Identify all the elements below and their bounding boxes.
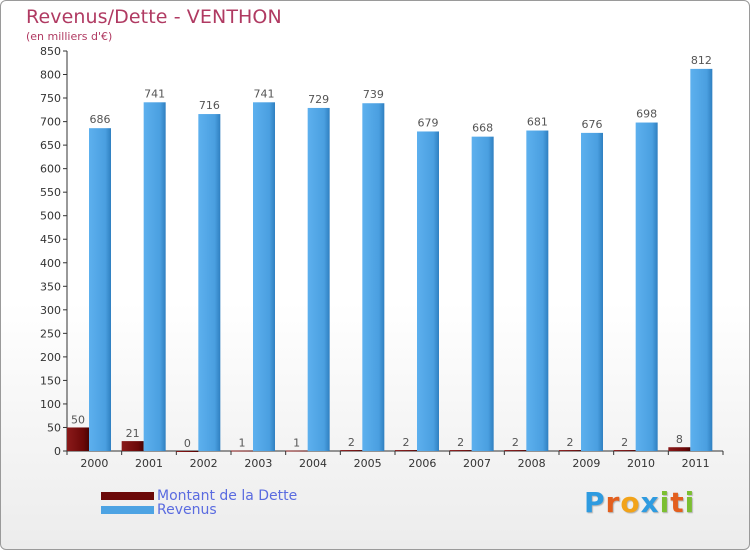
- data-label-revenus: 668: [472, 122, 493, 135]
- data-label-revenus: 729: [308, 93, 329, 106]
- y-tick-label: 500: [40, 210, 61, 223]
- y-tick-label: 450: [40, 233, 61, 246]
- y-tick-label: 50: [47, 421, 61, 434]
- bar-dette: [613, 450, 636, 452]
- bar-dette: [395, 450, 417, 452]
- x-tick-label: 2010: [627, 457, 655, 470]
- y-tick-label: 100: [40, 398, 61, 411]
- bar-dette: [340, 450, 363, 452]
- chart-subtitle: (en milliers d'€): [26, 30, 113, 43]
- data-label-dette: 1: [293, 437, 300, 450]
- data-label-revenus: 676: [582, 118, 603, 131]
- bar-dette: [559, 450, 581, 452]
- y-tick-label: 300: [40, 304, 61, 317]
- bar-dette: [121, 441, 144, 451]
- data-label-dette: 21: [126, 427, 140, 440]
- logo-letter: i: [659, 486, 671, 519]
- data-label-revenus: 686: [90, 113, 111, 126]
- y-tick-label: 350: [40, 280, 61, 293]
- bar-revenus: [198, 114, 221, 451]
- data-label-dette: 0: [184, 437, 191, 450]
- x-tick-label: 2009: [572, 457, 600, 470]
- bar-revenus: [143, 102, 166, 451]
- x-tick-label: 2000: [80, 457, 108, 470]
- x-tick-label: 2003: [244, 457, 272, 470]
- logo-letter: r: [605, 486, 621, 519]
- y-tick-label: 750: [40, 92, 61, 105]
- x-tick-label: 2008: [518, 457, 546, 470]
- y-tick-label: 650: [40, 139, 61, 152]
- data-label-dette: 1: [239, 437, 246, 450]
- x-tick-label: 2004: [299, 457, 327, 470]
- bar-revenus: [253, 102, 275, 451]
- data-label-dette: 2: [403, 436, 410, 449]
- bar-revenus: [635, 122, 658, 451]
- bar-dette: [176, 451, 199, 452]
- logo-letter: o: [620, 486, 641, 519]
- chart-title: Revenus/Dette - VENTHON: [26, 6, 282, 28]
- data-label-dette: 2: [567, 436, 574, 449]
- data-label-revenus: 739: [363, 88, 384, 101]
- x-tick-label: 2011: [682, 457, 710, 470]
- bar-dette: [449, 450, 472, 452]
- y-tick-label: 150: [40, 374, 61, 387]
- bar-dette: [504, 450, 527, 452]
- bar-revenus: [471, 136, 494, 451]
- y-tick-label: 200: [40, 351, 61, 364]
- data-label-dette: 2: [512, 436, 519, 449]
- legend-label-dette: Montant de la Dette: [157, 488, 298, 504]
- bar-dette: [231, 450, 253, 452]
- logo-letter: x: [640, 486, 660, 519]
- logo-letter: P: [584, 486, 606, 519]
- data-label-revenus: 698: [636, 108, 657, 121]
- x-tick-label: 2006: [408, 457, 436, 470]
- bar-revenus: [89, 128, 111, 452]
- bar-revenus: [307, 107, 330, 452]
- legend-label-revenus: Revenus: [157, 502, 217, 518]
- bar-revenus: [581, 132, 603, 451]
- data-label-revenus: 681: [527, 116, 548, 129]
- data-label-dette: 2: [457, 436, 464, 449]
- y-tick-label: 600: [40, 163, 61, 176]
- bar-revenus: [417, 131, 439, 451]
- x-tick-label: 2005: [354, 457, 382, 470]
- bar-dette: [668, 447, 691, 451]
- y-tick-label: 550: [40, 186, 61, 199]
- y-tick-label: 850: [40, 45, 61, 58]
- legend-swatch-dette: [101, 492, 154, 500]
- bar-revenus: [526, 130, 549, 451]
- data-label-revenus: 679: [418, 116, 439, 129]
- bar-dette: [67, 427, 89, 451]
- data-label-revenus: 741: [144, 87, 165, 100]
- y-tick-label: 400: [40, 257, 61, 270]
- y-tick-label: 800: [40, 69, 61, 82]
- x-tick-label: 2007: [463, 457, 491, 470]
- legend-swatch-revenus: [101, 506, 154, 514]
- x-tick-label: 2002: [190, 457, 218, 470]
- x-tick-label: 2001: [135, 457, 163, 470]
- bar-revenus: [362, 103, 385, 451]
- y-tick-label: 700: [40, 116, 61, 129]
- bar-dette: [285, 450, 308, 452]
- y-tick-label: 0: [54, 445, 61, 458]
- logo-letter: t: [670, 486, 685, 519]
- proxiti-logo: Proxiti: [584, 486, 695, 519]
- data-label-dette: 8: [676, 433, 683, 446]
- data-label-revenus: 716: [199, 99, 220, 112]
- y-tick-label: 250: [40, 327, 61, 340]
- data-label-revenus: 741: [254, 87, 275, 100]
- bar-revenus: [690, 68, 713, 451]
- data-label-dette: 50: [71, 413, 85, 426]
- logo-letter: i: [684, 486, 696, 519]
- data-label-dette: 2: [621, 436, 628, 449]
- data-label-revenus: 812: [691, 54, 712, 67]
- data-label-dette: 2: [348, 436, 355, 449]
